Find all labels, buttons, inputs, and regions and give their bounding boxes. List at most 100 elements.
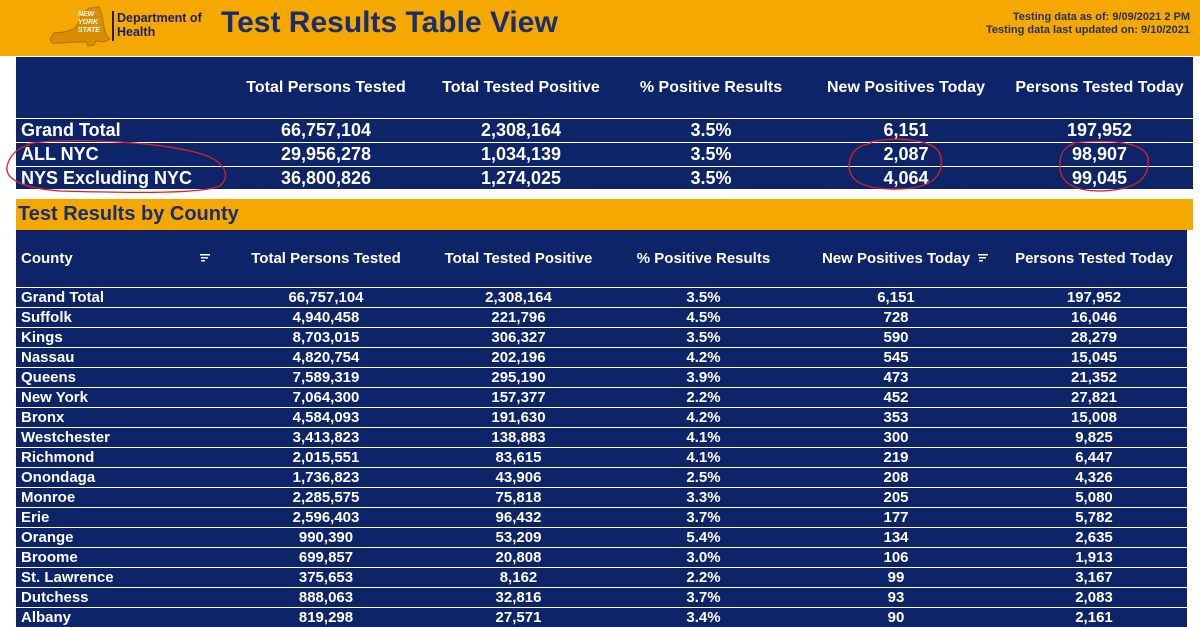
county-name-cell: Suffolk [21, 309, 72, 326]
summary-row: NYS Excluding NYC 36,800,826 1,274,025 3.5%… [16, 166, 1193, 189]
table-cell: 4.1% [686, 429, 721, 446]
logo-divider [112, 11, 114, 41]
table-cell: 93 [887, 589, 905, 606]
table-row[interactable]: Broome 699,857 20,808 3.0% 106 1,913 [16, 547, 1187, 567]
table-cell: 205 [883, 489, 909, 506]
table-cell: 2.2% [686, 569, 721, 586]
table-cell: 4,584,093 [292, 409, 360, 426]
table-row[interactable]: Dutchess 888,063 32,816 3.7% 93 2,083 [16, 587, 1187, 607]
table-cell: 353 [883, 409, 909, 426]
table-cell: 3.7% [686, 589, 721, 606]
county-column-header[interactable]: New Positives Today [821, 249, 971, 267]
summary-column-header [16, 57, 226, 117]
county-name-cell: Grand Total [21, 289, 105, 306]
county-name-cell: Broome [21, 549, 78, 566]
table-cell: 699,857 [298, 549, 354, 566]
table-row[interactable]: Erie 2,596,403 96,432 3.7% 177 5,782 [16, 507, 1187, 527]
table-cell: 134 [883, 529, 909, 546]
table-cell: 202,196 [491, 349, 546, 366]
table-row[interactable]: Westchester 3,413,823 138,883 4.1% 300 9,825 [16, 427, 1187, 447]
summary-cell: 6,151 [883, 119, 929, 140]
summary-cell: 2,087 [883, 143, 929, 164]
table-cell: 197,952 [1066, 289, 1122, 306]
county-column-header[interactable]: % Positive Results [636, 249, 771, 267]
table-cell: 452 [883, 389, 909, 406]
sort-icon[interactable] [978, 253, 988, 263]
table-row[interactable]: Albany 819,298 27,571 3.4% 90 2,161 [16, 607, 1187, 627]
table-row[interactable]: Bronx 4,584,093 191,630 4.2% 353 15,008 [16, 407, 1187, 427]
last-updated: Testing data last updated on: 9/10/2021 [986, 24, 1190, 36]
table-cell: 66,757,104 [288, 289, 364, 306]
table-cell: 157,377 [491, 389, 546, 406]
summary-column-header: Persons Tested Today [1015, 78, 1184, 96]
table-cell: 27,571 [495, 609, 542, 626]
summary-column-header: Total Persons Tested [246, 78, 406, 96]
page-header: NEW YORK STATE Department of Health Test… [0, 0, 1200, 56]
county-column-header[interactable]: Total Tested Positive [444, 249, 593, 267]
table-row[interactable]: Grand Total 66,757,104 2,308,164 3.5% 6,151 1… [16, 287, 1187, 307]
table-cell: 3.0% [686, 549, 721, 566]
county-table-body: Grand Total 66,757,104 2,308,164 3.5% 6,151 1… [16, 287, 1187, 627]
county-name-cell: Orange [21, 529, 74, 546]
table-cell: 1,913 [1075, 549, 1113, 566]
summary-cell: 4,064 [883, 167, 929, 188]
table-row[interactable]: Onondaga 1,736,823 43,906 2.5% 208 4,326 [16, 467, 1187, 487]
summary-column-header: Total Tested Positive [442, 78, 600, 96]
summary-cell: 36,800,826 [280, 167, 372, 188]
table-cell: 3.4% [686, 609, 721, 626]
table-row[interactable]: Nassau 4,820,754 202,196 4.2% 545 15,045 [16, 347, 1187, 367]
sort-icon[interactable] [200, 253, 210, 263]
table-cell: 138,883 [491, 429, 546, 446]
table-cell: 2,083 [1075, 589, 1113, 606]
table-cell: 3,167 [1075, 569, 1113, 586]
table-cell: 219 [883, 449, 909, 466]
summary-column-header: New Positives Today [827, 78, 985, 96]
county-column-header[interactable]: Persons Tested Today [1015, 249, 1173, 267]
summary-cell: 197,952 [1066, 119, 1133, 140]
county-name-cell: St. Lawrence [21, 569, 114, 586]
table-cell: 6,151 [877, 289, 915, 306]
table-cell: 888,063 [298, 589, 354, 606]
county-name-cell: Erie [21, 509, 50, 526]
table-cell: 3.7% [686, 509, 721, 526]
sort-icon-bar [979, 257, 986, 259]
table-cell: 32,816 [495, 589, 542, 606]
table-cell: 3.9% [686, 369, 721, 386]
county-column-header[interactable]: Total Persons Tested [251, 249, 401, 267]
summary-table: Total Persons Tested Total Tested Positiv… [16, 57, 1193, 189]
county-column-header[interactable]: County [21, 249, 73, 267]
table-row[interactable]: Kings 8,703,015 306,327 3.5% 590 28,279 [16, 327, 1187, 347]
table-cell: 208 [883, 469, 909, 486]
table-cell: 7,064,300 [292, 389, 360, 406]
table-cell: 27,821 [1071, 389, 1117, 406]
summary-cell: 3.5% [690, 143, 732, 164]
table-cell: 4,326 [1075, 469, 1113, 486]
table-cell: 4.2% [686, 349, 721, 366]
table-row[interactable]: St. Lawrence 375,653 8,162 2.2% 99 3,167 [16, 567, 1187, 587]
table-row[interactable]: Richmond 2,015,551 83,615 4.1% 219 6,447 [16, 447, 1187, 467]
table-row[interactable]: Queens 7,589,319 295,190 3.9% 473 21,352 [16, 367, 1187, 387]
county-table[interactable]: County Total Persons Tested Total Tested P… [16, 230, 1187, 627]
summary-cell: 66,757,104 [280, 119, 372, 140]
table-cell: 2,596,403 [292, 509, 360, 526]
table-row[interactable]: New York 7,064,300 157,377 2.2% 452 27,821 [16, 387, 1187, 407]
table-row[interactable]: Suffolk 4,940,458 221,796 4.5% 728 16,046 [16, 307, 1187, 327]
summary-row-label: NYS Excluding NYC [21, 167, 193, 188]
table-cell: 9,825 [1075, 429, 1113, 446]
sort-icon-bar [978, 254, 988, 256]
county-name-cell: Monroe [21, 489, 76, 506]
county-name-cell: Nassau [21, 349, 75, 366]
county-name-cell: Albany [21, 609, 72, 626]
nys-doh-logo[interactable]: NEW YORK STATE Department of Health [44, 5, 210, 49]
table-row[interactable]: Monroe 2,285,575 75,818 3.3% 205 5,080 [16, 487, 1187, 507]
county-name-cell: Westchester [21, 429, 110, 446]
table-cell: 590 [883, 329, 909, 346]
summary-row: ALL NYC 29,956,278 1,034,139 3.5% 2,087 98,90… [16, 142, 1193, 165]
summary-cell: 99,045 [1071, 167, 1128, 188]
table-row[interactable]: Orange 990,390 53,209 5.4% 134 2,635 [16, 527, 1187, 547]
table-cell: 4.5% [686, 309, 721, 326]
summary-cell: 3.5% [690, 119, 732, 140]
table-cell: 221,796 [491, 309, 546, 326]
table-cell: 728 [883, 309, 909, 326]
table-cell: 295,190 [491, 369, 546, 386]
